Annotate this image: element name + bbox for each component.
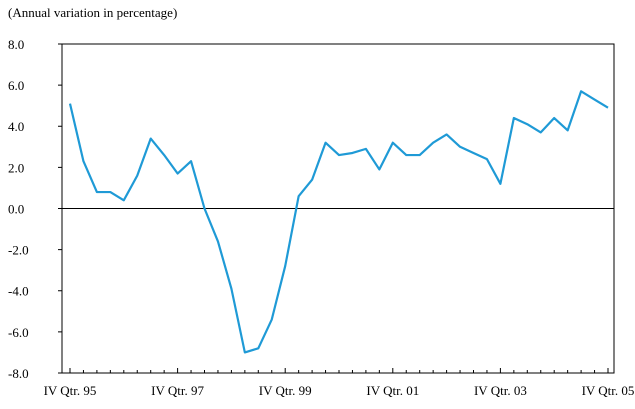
x-tick-label: IV Qtr. 95 (44, 383, 97, 398)
y-tick-label: -4.0 (8, 284, 29, 299)
y-tick-label: -6.0 (8, 325, 29, 340)
x-tick-label: IV Qtr. 05 (582, 383, 635, 398)
y-tick-label: 0.0 (8, 201, 24, 216)
y-tick-label: 4.0 (8, 119, 24, 134)
chart-subtitle: (Annual variation in percentage) (8, 5, 177, 20)
y-tick-label: -2.0 (8, 243, 29, 258)
x-tick-label: IV Qtr. 99 (259, 383, 312, 398)
x-tick-label: IV Qtr. 97 (151, 383, 204, 398)
y-tick-label: 2.0 (8, 160, 24, 175)
y-tick-label: -8.0 (8, 366, 29, 381)
x-tick-label: IV Qtr. 03 (474, 383, 527, 398)
series-line (68, 90, 609, 354)
x-tick-label: IV Qtr. 01 (366, 383, 419, 398)
y-tick-label: 8.0 (8, 37, 24, 52)
y-tick-label: 6.0 (8, 78, 24, 93)
